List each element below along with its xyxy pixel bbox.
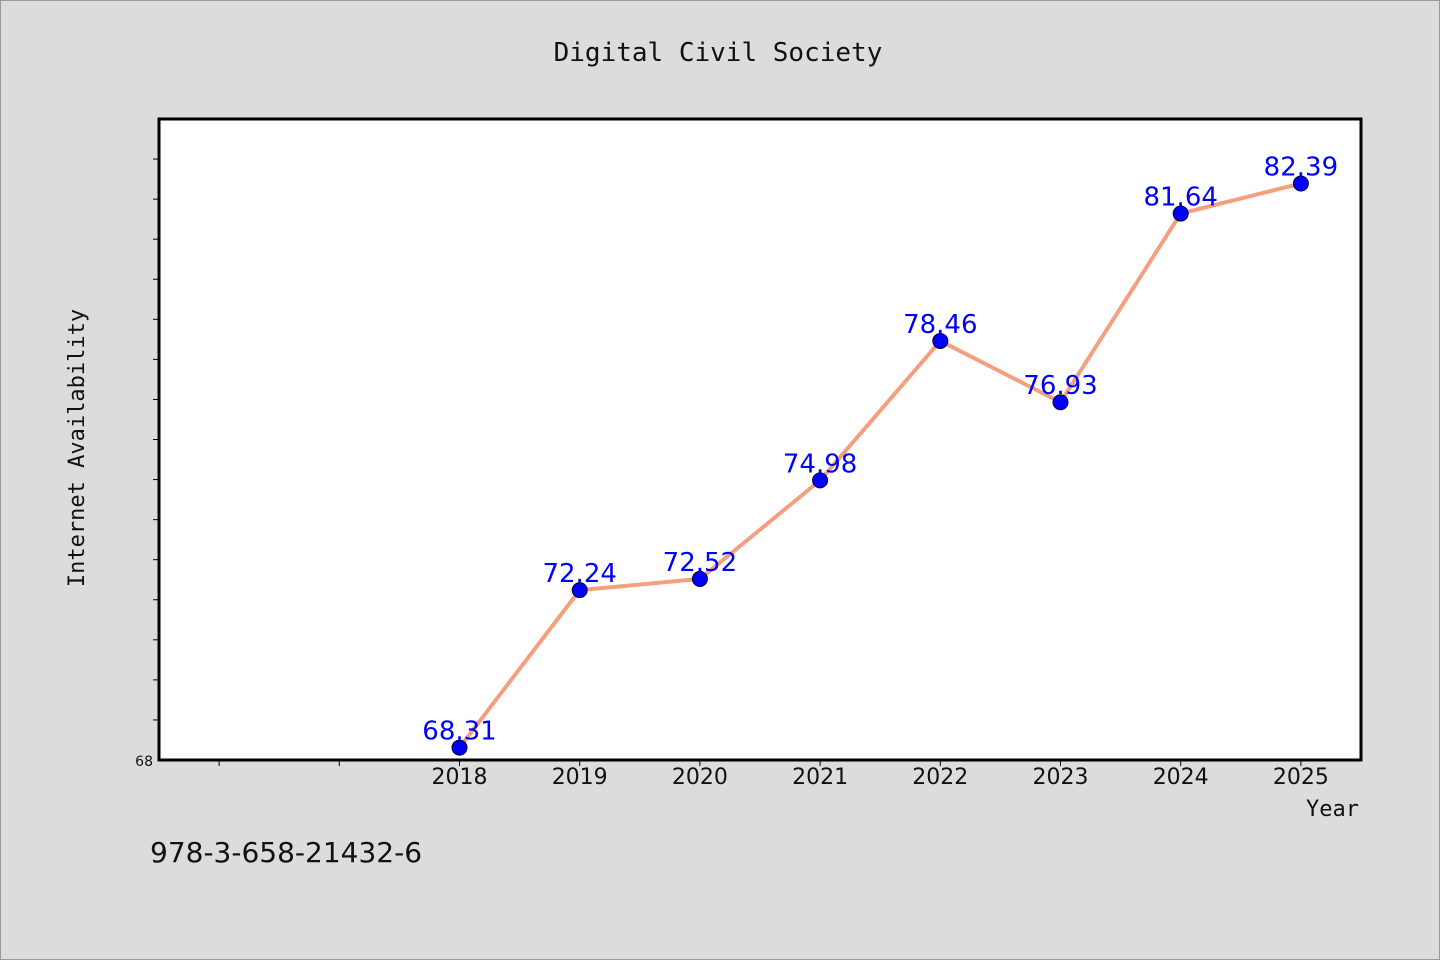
data-label: 82.39 [1264, 153, 1338, 183]
data-label: 68.31 [422, 717, 496, 747]
data-point [451, 739, 468, 756]
x-tick-label: 2023 [1033, 765, 1089, 790]
data-point [1292, 175, 1309, 192]
data-label: 72.24 [542, 559, 616, 589]
x-tick-label: 2022 [912, 765, 968, 790]
data-label: 81.64 [1143, 183, 1217, 213]
series-line [457, 181, 1302, 749]
series-layer [451, 175, 1309, 756]
data-label: 76.93 [1023, 371, 1097, 401]
data-label-layer: 68.31 72.24 72.52 74.98 78.46 76.93 81.64 82.39 [422, 153, 1338, 747]
data-point [812, 472, 829, 489]
x-tick-label: 2019 [552, 765, 608, 790]
data-label: 78.46 [903, 310, 977, 340]
data-point [1172, 205, 1189, 222]
x-tick-label: 2018 [432, 765, 488, 790]
x-tick-label: 2025 [1273, 765, 1329, 790]
data-point [571, 582, 588, 599]
plot-frame [157, 117, 1363, 762]
data-point [1052, 394, 1069, 411]
data-label: 74.98 [783, 449, 857, 479]
x-axis-label: Year [1306, 797, 1359, 822]
axis-ticks: 2018 2019 2020 2021 2022 2023 2024 2025 [153, 158, 1329, 790]
y-tick-label: 68 [135, 754, 153, 770]
chart-title: Digital Civil Society [554, 38, 883, 68]
data-label: 72.52 [663, 548, 737, 578]
x-tick-label: 2020 [672, 765, 728, 790]
x-tick-label: 2024 [1153, 765, 1209, 790]
isbn-text: 978-3-658-21432-6 [150, 836, 422, 869]
data-point [932, 332, 949, 349]
x-tick-label: 2021 [792, 765, 848, 790]
y-axis-label: Internet Availability [65, 309, 90, 587]
data-point [691, 570, 708, 587]
plot-area [159, 119, 1361, 760]
